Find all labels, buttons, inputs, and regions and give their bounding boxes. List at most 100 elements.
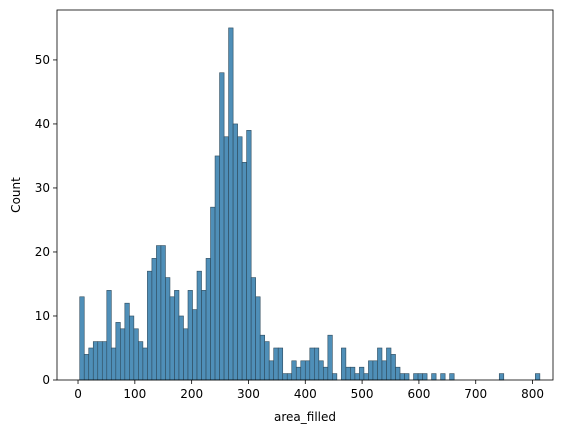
x-tick-label: 600 (407, 387, 430, 401)
histogram-bar (187, 290, 193, 381)
histogram-bar (201, 290, 207, 381)
histogram-bar (214, 155, 220, 381)
histogram-bar (79, 296, 85, 381)
histogram-bar (390, 354, 396, 381)
x-tick-label: 400 (294, 387, 317, 401)
histogram-bar (368, 360, 374, 381)
histogram-bar (413, 373, 419, 381)
x-tick-label: 700 (464, 387, 487, 401)
histogram-bar (345, 366, 351, 381)
histogram-bar (399, 373, 405, 381)
histogram-bar (147, 270, 153, 381)
x-axis-ticks: 0 100 200 300 400 500 600 700 800 (74, 380, 544, 401)
histogram-bar (535, 373, 541, 381)
histogram-bar (323, 366, 329, 381)
histogram-bar (210, 206, 216, 381)
histogram-bar (115, 322, 121, 381)
histogram-bar (386, 347, 392, 381)
y-tick-label: 10 (35, 309, 50, 323)
histogram-bar (449, 373, 455, 381)
histogram-bar (341, 347, 347, 381)
histogram-bar (133, 328, 139, 381)
histogram-bar (363, 373, 369, 381)
histogram-bar (124, 302, 130, 381)
histogram-bar (404, 373, 410, 381)
y-tick-label: 20 (35, 245, 50, 259)
histogram-bar (417, 373, 423, 381)
histogram-bar (232, 123, 238, 381)
histogram-bar (372, 360, 378, 381)
histogram-bar (129, 315, 135, 381)
histogram-bar (165, 277, 171, 381)
histogram-bar (111, 347, 117, 381)
histogram-bar (174, 290, 180, 381)
histogram-bar (354, 373, 360, 381)
histogram-bar (309, 347, 315, 381)
x-tick-label: 800 (521, 387, 544, 401)
histogram-bar (282, 373, 288, 381)
histogram-bar (138, 341, 144, 381)
histogram-bar (97, 341, 103, 381)
histogram-bar (160, 245, 166, 381)
histogram-bar (300, 360, 306, 381)
x-axis-title: area_filled (274, 410, 336, 424)
histogram-bar (395, 366, 401, 381)
histogram-bar (250, 277, 256, 381)
histogram-bar (295, 366, 302, 381)
histogram-bar (431, 373, 437, 381)
histogram-bar (264, 341, 270, 381)
histogram-bar (101, 341, 108, 381)
histogram-bar (192, 309, 198, 381)
histogram-bar (332, 373, 338, 381)
x-tick-label: 100 (123, 387, 146, 401)
histogram-bar (169, 296, 175, 381)
histogram-bar (381, 360, 387, 381)
x-tick-label: 200 (180, 387, 203, 401)
y-tick-label: 50 (35, 53, 50, 67)
y-axis-ticks: 0 10 20 30 40 50 (35, 53, 57, 387)
y-tick-label: 40 (35, 117, 50, 131)
y-tick-label: 30 (35, 181, 50, 195)
plot-frame (56, 9, 554, 381)
histogram-bar (237, 136, 243, 381)
histogram-bar (246, 130, 252, 381)
histogram-bar (286, 373, 293, 381)
histogram-bar (142, 347, 148, 381)
histogram-bar (350, 366, 356, 381)
histogram-bar (83, 354, 90, 381)
histogram-bar (377, 347, 383, 381)
x-tick-label: 500 (351, 387, 374, 401)
histogram-bar (241, 162, 247, 381)
histogram-bar (183, 328, 189, 381)
x-tick-label: 0 (74, 387, 82, 401)
histogram-bar (219, 72, 225, 381)
histogram-bar (440, 373, 446, 381)
histogram-bar (196, 270, 202, 381)
histogram-bar (314, 347, 320, 381)
histogram-bar (259, 334, 265, 381)
histogram-bar (268, 360, 275, 381)
histogram-bar (273, 347, 279, 381)
histogram-bar (318, 360, 324, 381)
histogram-bar (223, 136, 229, 381)
histogram-bar (178, 315, 184, 381)
histogram-bar (106, 290, 112, 381)
histogram-bar (88, 347, 94, 381)
x-tick-label: 300 (237, 387, 260, 401)
histogram-bar (120, 328, 126, 381)
y-tick-label: 0 (42, 373, 50, 387)
histogram-bar (277, 347, 284, 381)
histogram-bar (205, 258, 211, 381)
y-axis-title: Count (9, 177, 23, 213)
histogram-bar (92, 341, 99, 381)
histogram-bar (156, 245, 162, 381)
histogram-bar (498, 373, 505, 381)
histogram-bar (228, 27, 234, 381)
histogram-bar (255, 296, 261, 381)
bars-group (79, 27, 541, 381)
histogram-bar (291, 360, 297, 381)
histogram-bar (327, 334, 333, 381)
histogram-bar (422, 373, 428, 381)
